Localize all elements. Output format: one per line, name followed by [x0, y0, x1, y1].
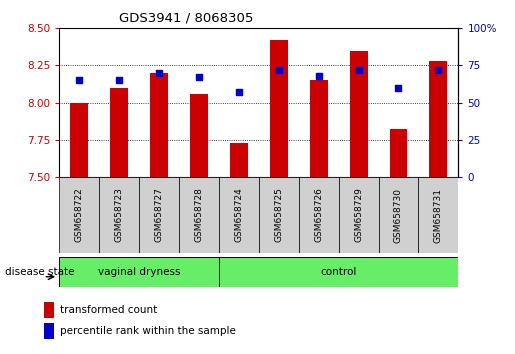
Bar — [219, 257, 458, 287]
Bar — [219, 177, 259, 253]
Text: transformed count: transformed count — [60, 305, 158, 315]
Point — [115, 78, 123, 83]
Text: GSM658728: GSM658728 — [195, 188, 203, 242]
Text: GSM658726: GSM658726 — [314, 188, 323, 242]
Bar — [230, 143, 248, 177]
Bar — [339, 177, 379, 253]
Point — [315, 73, 323, 79]
Bar — [179, 177, 219, 253]
Text: GSM658729: GSM658729 — [354, 188, 363, 242]
Bar — [430, 61, 448, 177]
Point — [354, 67, 363, 73]
Text: GSM658722: GSM658722 — [75, 188, 83, 242]
Point — [195, 75, 203, 80]
Text: percentile rank within the sample: percentile rank within the sample — [60, 326, 236, 336]
Point — [235, 90, 243, 95]
Bar — [350, 51, 368, 177]
Point — [394, 85, 403, 91]
Bar — [418, 177, 458, 253]
Bar — [270, 40, 288, 177]
Text: GSM658727: GSM658727 — [154, 188, 163, 242]
Point — [274, 67, 283, 73]
Text: GSM658731: GSM658731 — [434, 188, 443, 242]
Bar — [259, 177, 299, 253]
Text: GDS3941 / 8068305: GDS3941 / 8068305 — [119, 11, 253, 24]
Text: GSM658730: GSM658730 — [394, 188, 403, 242]
Bar — [44, 323, 54, 339]
Bar — [44, 302, 54, 318]
Bar — [139, 177, 179, 253]
Bar — [150, 73, 168, 177]
Text: GSM658723: GSM658723 — [115, 188, 124, 242]
Bar — [190, 94, 208, 177]
Text: disease state: disease state — [5, 267, 75, 277]
Bar — [110, 88, 128, 177]
Bar — [99, 177, 139, 253]
Text: GSM658725: GSM658725 — [274, 188, 283, 242]
Bar — [59, 257, 219, 287]
Bar — [379, 177, 418, 253]
Bar — [59, 177, 99, 253]
Point — [434, 67, 442, 73]
Bar — [389, 130, 407, 177]
Text: control: control — [320, 267, 357, 277]
Bar — [310, 80, 328, 177]
Bar — [299, 177, 339, 253]
Point — [155, 70, 163, 76]
Text: vaginal dryness: vaginal dryness — [98, 267, 180, 277]
Point — [75, 78, 83, 83]
Text: GSM658724: GSM658724 — [234, 188, 243, 242]
Bar — [70, 103, 88, 177]
